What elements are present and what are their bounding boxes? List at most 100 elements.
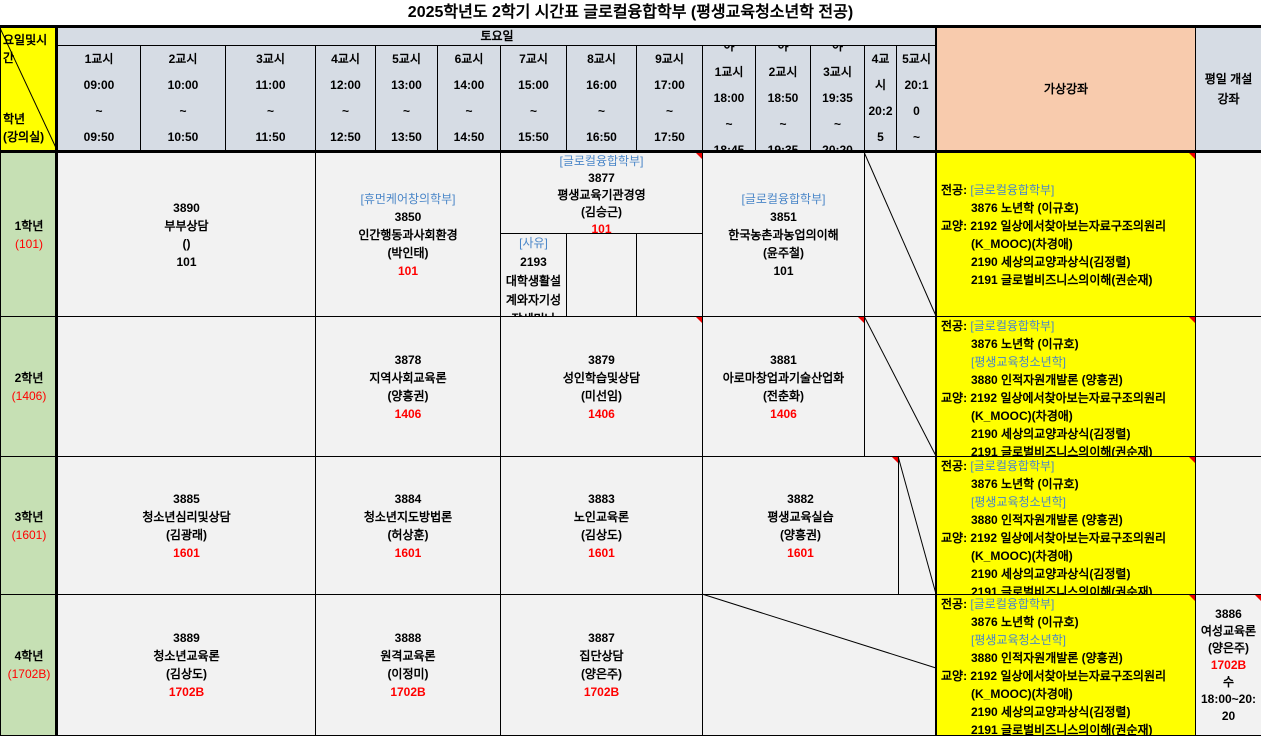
corner-header-cell[interactable]: 요일및시간 학년 (강의실) bbox=[0, 26, 58, 151]
period-header-4[interactable]: 4교시 12:00 ~12:50 bbox=[315, 45, 376, 151]
line-dept: [글로컬융합학부] bbox=[970, 597, 1055, 611]
weekday-cell[interactable] bbox=[1195, 456, 1261, 595]
empty-cell[interactable] bbox=[636, 233, 703, 317]
line-text: 2190 세상의교양과상식(김정렬) bbox=[971, 567, 1131, 581]
period-sep: ~ bbox=[266, 104, 274, 118]
period-header-11[interactable]: 야 2교시 18:50 ~19:35 bbox=[755, 45, 811, 151]
course-code: 3884 bbox=[394, 491, 422, 506]
grade-4[interactable]: 4학년 (1702B) bbox=[0, 594, 58, 736]
virtual-lecture-line: 교양: 2192 일상에서찾아보는자료구조의원리 bbox=[941, 667, 1166, 685]
period-start: 18:50 bbox=[767, 91, 799, 105]
course-prof: (김승근) bbox=[580, 205, 623, 219]
period-label: 8교시 bbox=[587, 52, 616, 66]
virtual-lecture-line: 전공: [글로컬융합학부] bbox=[941, 595, 1054, 613]
period-start: 18:00 bbox=[713, 91, 745, 105]
period-header-5[interactable]: 5교시 13:00 ~13:50 bbox=[375, 45, 438, 151]
course-c3887[interactable]: 3887 집단상담 (양은주) 1702B bbox=[500, 594, 703, 736]
period-header-10[interactable]: 야 1교시 18:00 ~18:45 bbox=[702, 45, 756, 151]
period-header-12[interactable]: 야 3교시 19:35 ~20:20 bbox=[810, 45, 865, 151]
course-room: 101 bbox=[397, 263, 419, 278]
virtual-lectures-4[interactable]: 전공: [글로컬융합학부] 3876 노년학 (이규호) [평생교육청소년학] 388… bbox=[936, 594, 1196, 736]
virtual-lectures-2[interactable]: 전공: [글로컬융합학부] 3876 노년학 (이규호) [평생교육청소년학] 388… bbox=[936, 316, 1196, 457]
virtual-lecture-line: 2191 글로벌비즈니스의이해(권순재) bbox=[941, 721, 1153, 735]
period-start: 10:00 bbox=[167, 78, 199, 92]
virtual-lecture-line: 3880 인적자원개발론 (양흥권) bbox=[941, 371, 1123, 389]
border-divider bbox=[0, 150, 1261, 153]
period-end: 19:35 bbox=[767, 143, 799, 151]
period-header-8[interactable]: 8교시 16:00 ~16:50 bbox=[566, 45, 637, 151]
weekday-cell[interactable] bbox=[1195, 316, 1261, 457]
diagonal-cell[interactable] bbox=[864, 152, 937, 317]
course-name: 평생교육기관경영 bbox=[557, 188, 646, 202]
diagonal-cell[interactable] bbox=[702, 594, 937, 736]
course-c3850[interactable]: [휴먼케어창의학부] 3850 인간행동과사회환경 (박인태) 101 bbox=[315, 152, 501, 317]
virtual-lecture-line: 2191 글로벌비즈니스의이해(권순재) bbox=[941, 443, 1153, 457]
course-day: 수 bbox=[1222, 674, 1235, 689]
line-prefix: 전공: bbox=[941, 597, 971, 611]
course-c3890[interactable]: 3890 부부상담 () 101 bbox=[57, 152, 316, 317]
course-c3883[interactable]: 3883 노인교육론 (김상도) 1601 bbox=[500, 456, 703, 595]
period-start: 14:00 bbox=[453, 78, 485, 92]
course-code: 3889 bbox=[173, 631, 200, 645]
virtual-lectures-3[interactable]: 전공: [글로컬융합학부] 3876 노년학 (이규호) [평생교육청소년학] 388… bbox=[936, 456, 1196, 595]
course-prof: (미선임) bbox=[580, 388, 623, 403]
period-start: 20:2 5 bbox=[868, 104, 893, 144]
course-c3879[interactable]: 3879 성인학습및상담 (미선임) 1406 bbox=[500, 316, 703, 457]
course-c3884[interactable]: 3884 청소년지도방법론 (허상훈) 1601 bbox=[315, 456, 501, 595]
line-prefix: 전공: bbox=[941, 319, 971, 333]
virtual-lectures-1[interactable]: 전공: [글로컬융합학부] 3876 노년학 (이규호) 교양: 2192 일상에서… bbox=[936, 152, 1196, 317]
course-c3851[interactable]: [글로컬융합학부] 3851 한국농촌과농업의이해 (윤주철) 101 bbox=[702, 152, 865, 317]
virtual-lecture-line: 3880 인적자원개발론 (양흥권) bbox=[941, 649, 1123, 667]
course-room: 1702B bbox=[390, 685, 426, 699]
course-code: 2193 bbox=[520, 255, 547, 269]
course-code: 3851 bbox=[770, 209, 797, 224]
empty-cell[interactable] bbox=[57, 316, 316, 457]
diagonal-cell[interactable] bbox=[898, 456, 937, 595]
course-c3888[interactable]: 3888 원격교육론 (이정미) 1702B bbox=[315, 594, 501, 736]
empty-cell[interactable] bbox=[566, 233, 637, 317]
course-c3886[interactable]: 3886 여성교육론 (양은주) 1702B 수 18:00~20: 20 bbox=[1195, 594, 1261, 736]
course-c3889[interactable]: 3889 청소년교육론 (김상도) 1702B bbox=[57, 594, 316, 736]
virtual-lecture-line: [평생교육청소년학] bbox=[941, 493, 1066, 511]
virtual-lecture-line: 전공: [글로컬융합학부] bbox=[941, 317, 1054, 335]
course-c3877[interactable]: [글로컬융합학부] 3877 평생교육기관경영 (김승근) 101 bbox=[500, 152, 703, 234]
period-label: 야 1교시 bbox=[714, 45, 744, 79]
grade-2[interactable]: 2학년 (1406) bbox=[0, 316, 58, 457]
period-header-3[interactable]: 3교시 11:00 ~11:50 bbox=[225, 45, 316, 151]
course-c3881[interactable]: 3881 아로마창업과기술산업화 (전춘화) 1406 bbox=[702, 316, 865, 457]
grade-3[interactable]: 3학년 (1601) bbox=[0, 456, 58, 595]
line-text: 3876 노년학 (이규호) bbox=[971, 477, 1079, 491]
course-c2193[interactable]: [사유] 2193 대학생활설 계와자기성 장세미나 bbox=[500, 233, 567, 317]
period-sep: ~ bbox=[725, 117, 733, 131]
course-c3885[interactable]: 3885 청소년심리및상담 (김광래) 1601 bbox=[57, 456, 316, 595]
course-name: 집단상담 bbox=[579, 649, 624, 663]
weekday-cell[interactable] bbox=[1195, 152, 1261, 317]
weekday-header[interactable]: 평일 개설 강좌 bbox=[1195, 26, 1261, 151]
course-room: 101 bbox=[591, 222, 612, 234]
day-header[interactable]: 토요일 bbox=[57, 26, 937, 46]
period-header-13[interactable]: 야 4교 시20:2 5~ bbox=[864, 45, 897, 151]
diagonal-cell[interactable] bbox=[864, 316, 937, 457]
course-room: 1406 bbox=[588, 406, 615, 421]
course-dept: [글로컬융합학부] bbox=[559, 154, 644, 168]
virtual-lecture-line: 3876 노년학 (이규호) bbox=[941, 613, 1079, 631]
line-text: 2191 글로벌비즈니스의이해(권순재) bbox=[971, 585, 1153, 595]
period-header-9[interactable]: 9교시 17:00 ~17:50 bbox=[636, 45, 703, 151]
course-c3878[interactable]: 3878 지역사회교육론 (양흥권) 1406 bbox=[315, 316, 501, 457]
virtual-lecture-line: 2191 글로벌비즈니스의이해(권순재) bbox=[941, 271, 1153, 289]
virtual-lecture-line: (K_MOOC)(차경애) bbox=[941, 685, 1073, 703]
period-header-7[interactable]: 7교시 15:00 ~15:50 bbox=[500, 45, 567, 151]
period-header-6[interactable]: 6교시 14:00 ~14:50 bbox=[437, 45, 501, 151]
line-text: 2191 글로벌비즈니스의이해(권순재) bbox=[971, 445, 1153, 457]
course-room-plain: 101 bbox=[773, 263, 794, 278]
period-end: 15:50 bbox=[518, 130, 549, 144]
course-c3882[interactable]: 3882 평생교육실습 (양흥권) 1601 bbox=[702, 456, 899, 595]
virtual-header[interactable]: 가상강좌 bbox=[936, 26, 1196, 151]
period-header-1[interactable]: 1교시 09:00 ~09:50 bbox=[57, 45, 141, 151]
period-start: 09:00 bbox=[83, 78, 115, 92]
line-text: 교양: 2192 일상에서찾아보는자료구조의원리 bbox=[941, 531, 1167, 545]
period-header-2[interactable]: 2교시 10:00 ~10:50 bbox=[140, 45, 226, 151]
grade-room: (1406) bbox=[11, 388, 47, 403]
grade-1[interactable]: 1학년 (101) bbox=[0, 152, 58, 317]
